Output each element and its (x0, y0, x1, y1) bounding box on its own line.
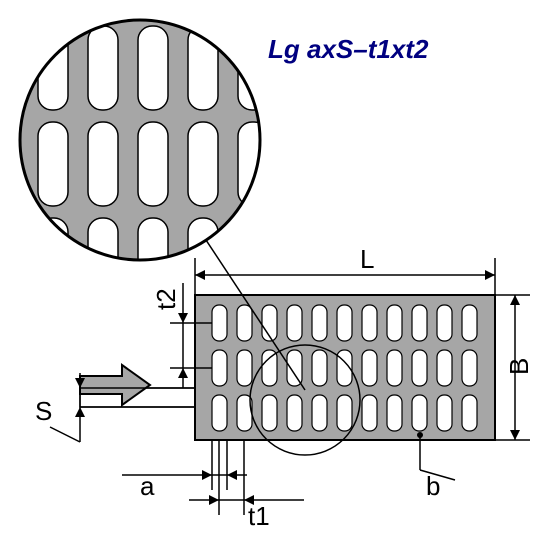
slot (412, 350, 427, 386)
slot (437, 305, 452, 341)
slot (462, 350, 477, 386)
dim-label-L: L (360, 244, 374, 274)
slot (287, 305, 302, 341)
slot (312, 350, 327, 386)
slot (437, 350, 452, 386)
slot (337, 395, 352, 431)
slot (212, 350, 227, 386)
dim-label-t1: t1 (248, 501, 270, 531)
slot (412, 305, 427, 341)
slot (237, 305, 252, 341)
slot (362, 305, 377, 341)
slot (212, 305, 227, 341)
slot (387, 305, 402, 341)
diagram-title: Lg axS–t1xt2 (268, 34, 428, 65)
direction-arrow-icon (80, 365, 150, 405)
slot (312, 395, 327, 431)
dim-label-b: b (426, 471, 440, 501)
dim-label-S: S (35, 396, 52, 426)
slot (287, 350, 302, 386)
slot (312, 305, 327, 341)
slot (437, 395, 452, 431)
dim-label-B: B (504, 358, 534, 375)
dim-label-a: a (140, 471, 155, 501)
slot (337, 305, 352, 341)
slot (387, 395, 402, 431)
slot (387, 350, 402, 386)
slot (362, 395, 377, 431)
dim-label-t2: t2 (151, 288, 181, 310)
slot (412, 395, 427, 431)
slot (262, 350, 277, 386)
slot (212, 395, 227, 431)
slot (287, 395, 302, 431)
slot (362, 350, 377, 386)
slot (462, 395, 477, 431)
technical-diagram: L Bt1 a t2 Sb (0, 0, 550, 550)
slot (462, 305, 477, 341)
slot (262, 395, 277, 431)
slot (237, 350, 252, 386)
